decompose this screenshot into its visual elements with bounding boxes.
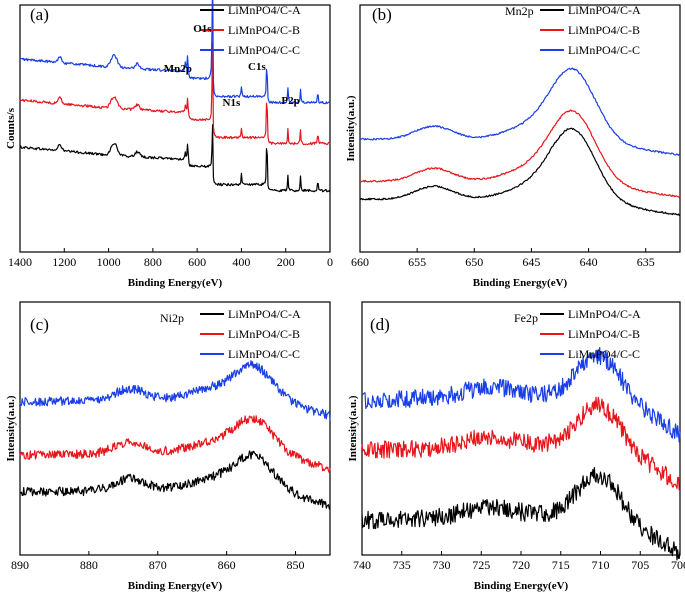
x-tick-label: 635: [637, 255, 655, 269]
legend-entry: LiMnPO4/C-B: [568, 23, 640, 37]
x-tick-label: 890: [11, 558, 29, 572]
x-tick-label: 705: [631, 558, 649, 572]
legend-entry: LiMnPO4/C-C: [228, 347, 300, 361]
x-tick-label: 870: [149, 558, 167, 572]
x-tick-label: 1200: [52, 255, 76, 269]
series-line-c: [359, 67, 681, 156]
x-tick-label: 600: [188, 255, 206, 269]
legend-entry: LiMnPO4/C-B: [228, 23, 300, 37]
peak-label: P2p: [281, 95, 299, 107]
series-line-a: [361, 467, 681, 561]
peak-label: Mn2p: [164, 63, 192, 75]
x-tick-label: 735: [393, 558, 411, 572]
element-label: Ni2p: [160, 311, 184, 325]
x-tick-label: 860: [218, 558, 236, 572]
x-tick-label: 655: [408, 255, 426, 269]
panel-d: 740 735 730 725 720 715 710 705 700 Binding Energ…: [347, 301, 685, 592]
x-tick-label: 700: [671, 558, 685, 572]
x-axis-title: Binding Energy(eV): [128, 580, 223, 592]
panel-label: (b): [372, 5, 392, 24]
series-line-b: [19, 415, 331, 474]
panel-label: (a): [30, 5, 49, 24]
panel-label: (d): [370, 315, 390, 334]
x-tick-label: 200: [277, 255, 295, 269]
series-line-c: [19, 360, 331, 421]
series-line-a: [359, 127, 681, 217]
series-line-c: [361, 347, 681, 443]
x-tick-label: 730: [433, 558, 451, 572]
y-axis-title: Intensity(a.u.): [5, 395, 17, 461]
legend-entry: LiMnPO4/C-A: [568, 307, 641, 321]
series-line-b: [19, 41, 331, 146]
series-line-a: [19, 124, 331, 193]
x-tick-label: 0: [327, 255, 333, 269]
plot-frame: [359, 4, 681, 253]
x-tick-label: 725: [472, 558, 490, 572]
legend-entry: LiMnPO4/C-B: [228, 327, 300, 341]
legend-entry: LiMnPO4/C-C: [568, 347, 640, 361]
y-axis-title: Counts/s: [5, 107, 17, 149]
legend-entry: LiMnPO4/C-A: [568, 3, 641, 17]
x-tick-label: 640: [580, 255, 598, 269]
x-tick-label: 715: [552, 558, 570, 572]
x-tick-label: 720: [512, 558, 530, 572]
peak-label: O1s: [193, 23, 212, 35]
x-tick-label: 710: [592, 558, 610, 572]
legend-entry: LiMnPO4/C-C: [568, 43, 640, 57]
x-tick-label: 650: [465, 255, 483, 269]
plot-frame: [19, 301, 331, 556]
y-axis-title: Intensity(a.u.): [345, 95, 357, 161]
x-tick-label: 850: [287, 558, 305, 572]
peak-label: C1s: [248, 61, 266, 73]
panel-c: 890 880 870 860 850 Binding Energy(eV) Intensi…: [5, 301, 331, 592]
series-line-a: [19, 450, 331, 511]
series-line-b: [360, 109, 681, 199]
x-tick-label: 1400: [8, 255, 32, 269]
x-tick-label: 880: [80, 558, 98, 572]
peak-label: N1s: [223, 97, 241, 109]
element-label: Mn2p: [505, 4, 534, 18]
series-line-b: [361, 396, 681, 492]
x-tick-label: 740: [353, 558, 371, 572]
x-tick-label: 645: [522, 255, 540, 269]
legend-entry: LiMnPO4/C-A: [228, 3, 301, 17]
legend-entry: LiMnPO4/C-C: [228, 43, 300, 57]
y-axis-title: Intensity(a.u.): [347, 395, 359, 461]
x-tick-label: 800: [144, 255, 162, 269]
element-label: Fe2p: [514, 311, 538, 325]
x-tick-label: 1000: [97, 255, 121, 269]
plot-frame: [19, 4, 331, 253]
panel-a: 1400 1200 1000 800 600 400 200 0 Binding Energy(…: [5, 0, 333, 289]
panel-b: 660 655 650 645 640 635 Binding Energy(eV) Inte…: [345, 3, 681, 289]
x-tick-label: 400: [232, 255, 250, 269]
legend-entry: LiMnPO4/C-B: [568, 327, 640, 341]
x-axis-title: Binding Energy(eV): [128, 277, 223, 289]
legend-entry: LiMnPO4/C-A: [228, 307, 301, 321]
x-axis-title: Binding Energy(eV): [473, 277, 568, 289]
series-line-c: [20, 0, 330, 105]
x-axis-title: Binding Energy(eV): [474, 580, 569, 592]
panel-label: (c): [30, 315, 49, 334]
x-tick-label: 660: [351, 255, 369, 269]
